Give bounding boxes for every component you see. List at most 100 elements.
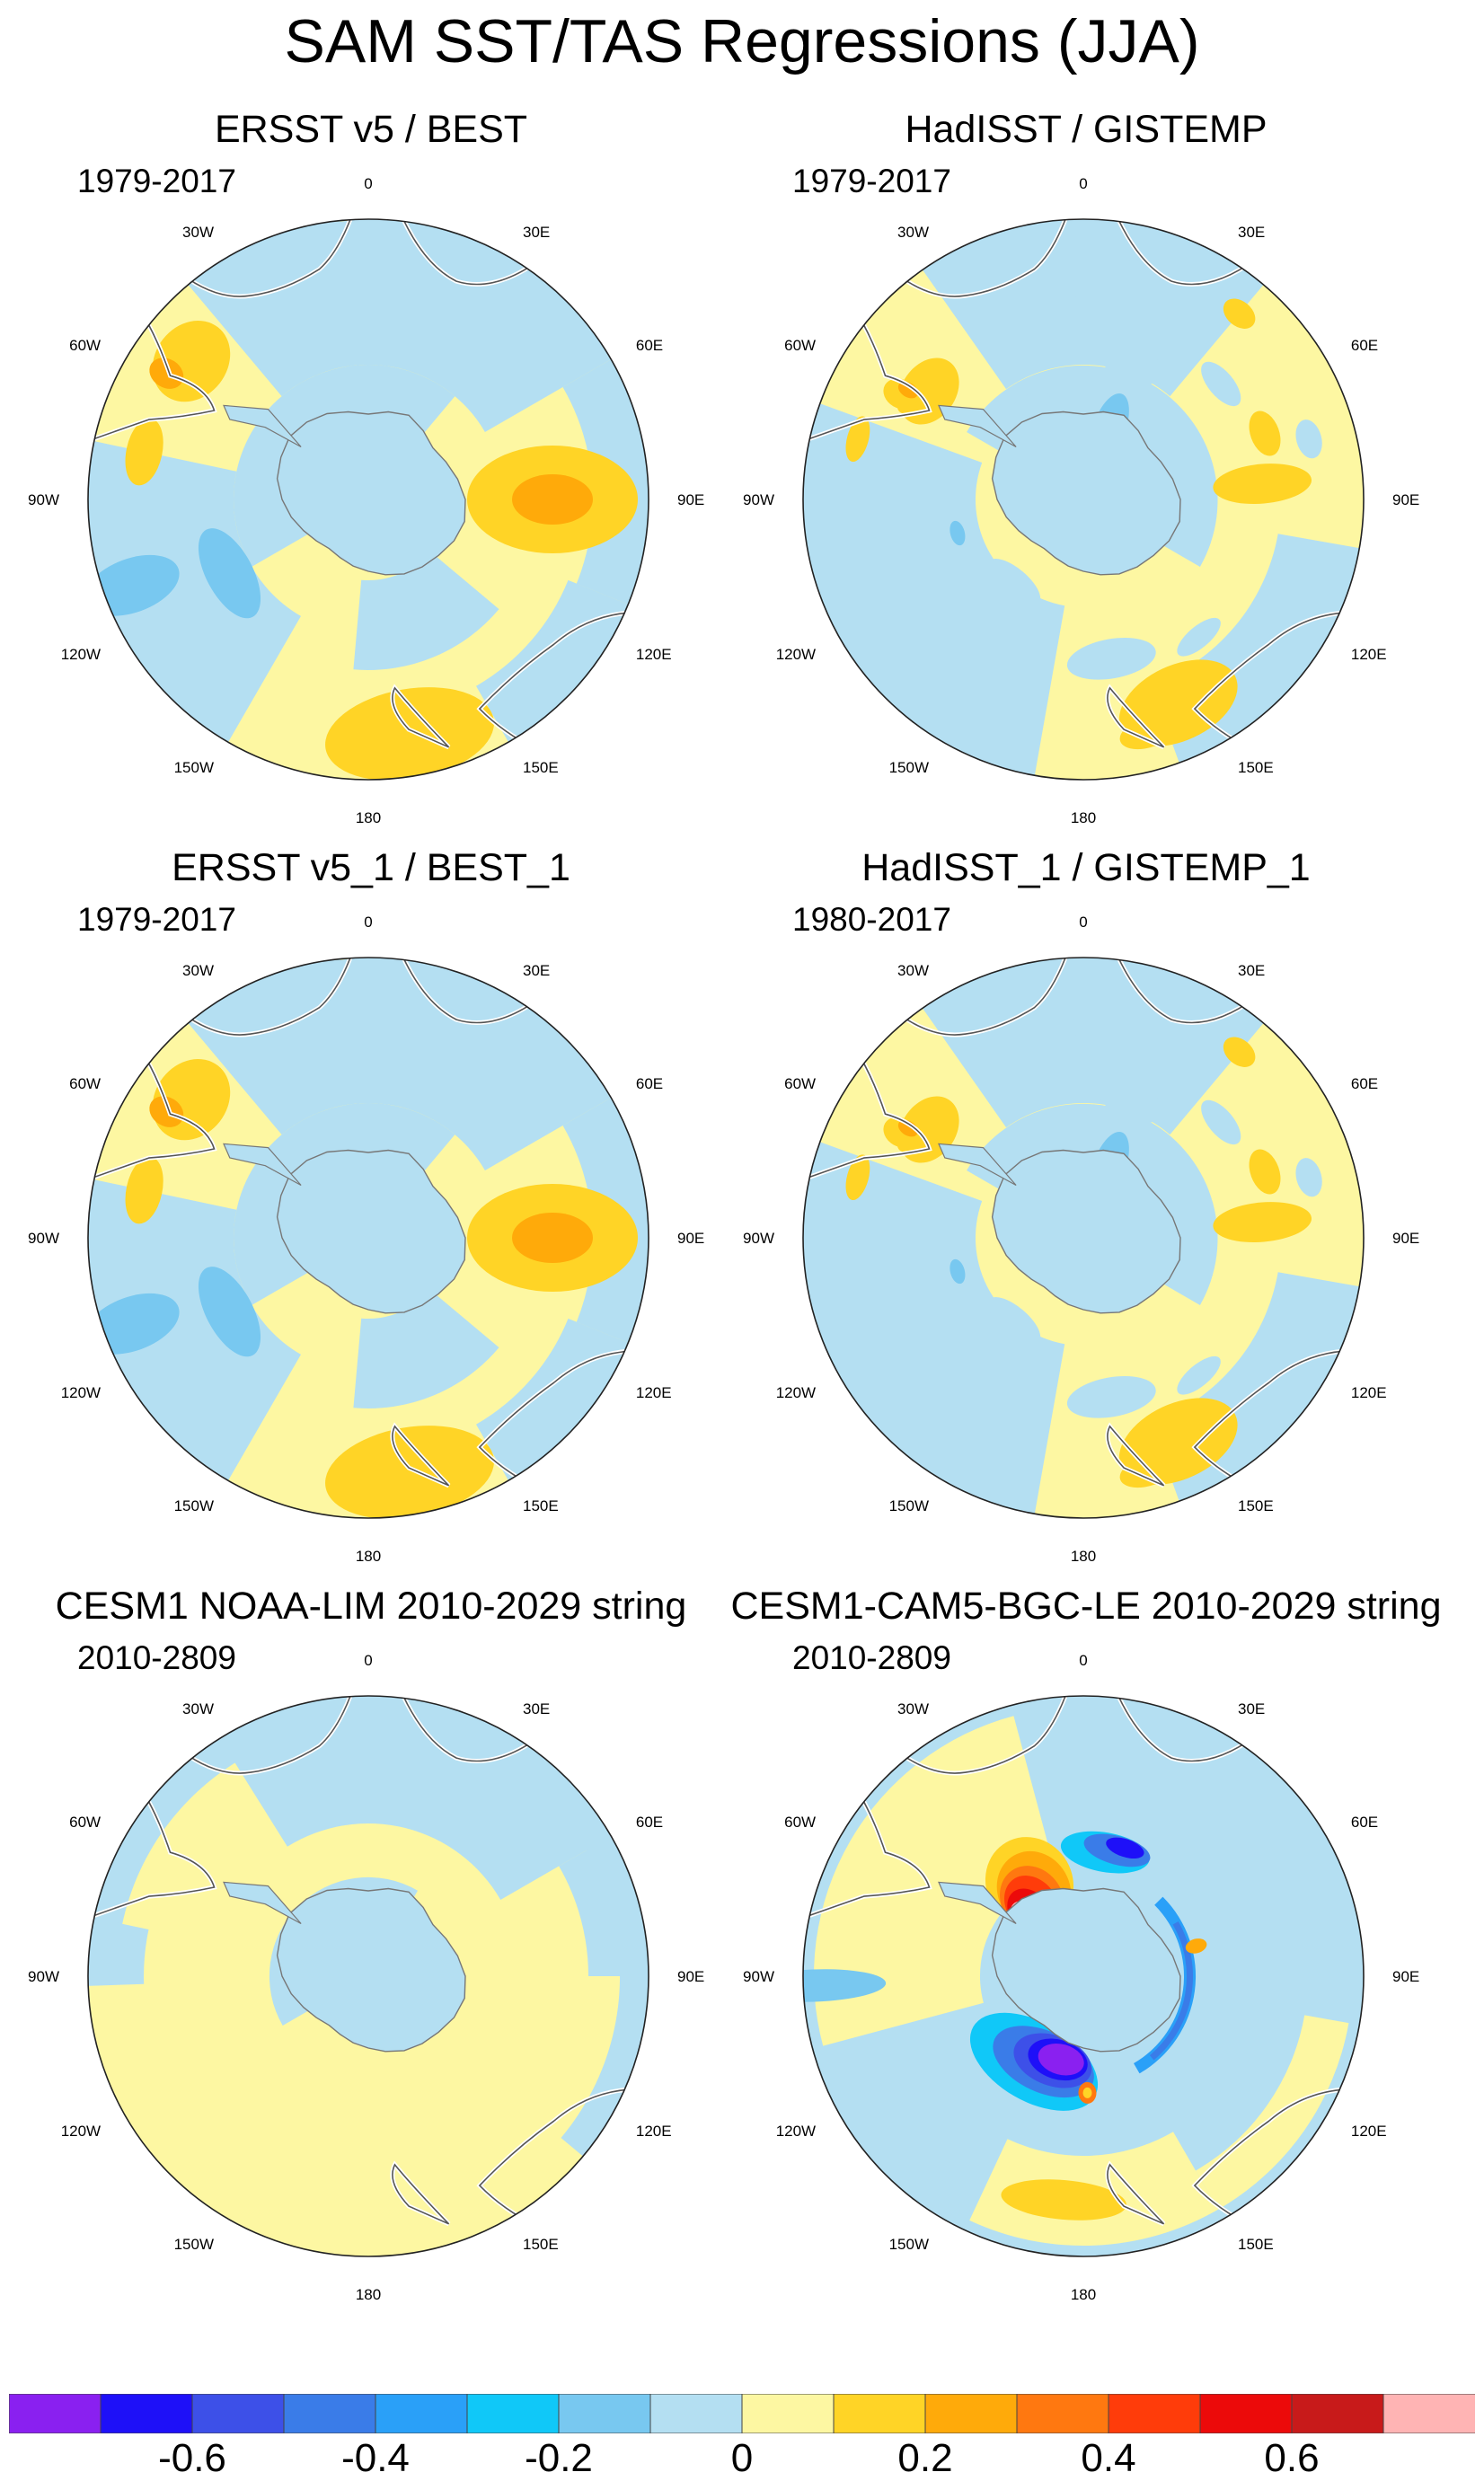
colorbar-tick-label: -0.6 xyxy=(158,2436,226,2480)
longitude-label: 150W xyxy=(174,1497,214,1514)
panel-title: HadISST / GISTEMP xyxy=(905,108,1268,151)
panel-period: 1979-2017 xyxy=(77,901,236,938)
longitude-label: 180 xyxy=(1071,1548,1096,1565)
longitude-label: 30E xyxy=(1238,224,1265,241)
map-border xyxy=(87,957,649,1519)
panel-period: 2010-2809 xyxy=(77,1639,236,1676)
longitude-label: 90E xyxy=(677,491,704,508)
map-border xyxy=(802,1695,1365,2257)
longitude-label: 0 xyxy=(364,175,372,192)
longitude-label: 90E xyxy=(1392,491,1419,508)
longitude-label: 120E xyxy=(636,2123,672,2140)
colorbar-swatch xyxy=(466,2394,560,2433)
longitude-label: 180 xyxy=(356,1548,381,1565)
longitude-label: 90E xyxy=(677,1230,704,1247)
colorbar-swatch xyxy=(1291,2394,1384,2433)
colorbar-swatch xyxy=(1382,2394,1475,2433)
figure-title: SAM SST/TAS Regressions (JJA) xyxy=(284,7,1200,75)
panel-period: 1979-2017 xyxy=(792,163,951,199)
longitude-label: 60E xyxy=(1351,337,1378,354)
longitude-label: 180 xyxy=(1071,2286,1096,2303)
longitude-label: 120E xyxy=(1351,646,1387,663)
longitude-label: 60E xyxy=(636,1075,663,1092)
panel-4: HadISST_1 / GISTEMP_1 0 30E 60E 90E 120E 150E… xyxy=(715,844,1457,1581)
polar-map: 0 30E 60E 90E 120E 150E 180 150W 120W 90W 60W 30W xyxy=(743,914,1419,1565)
longitude-label: 120W xyxy=(61,1384,101,1401)
longitude-label: 60E xyxy=(1351,1814,1378,1831)
longitude-label: 150W xyxy=(174,2236,214,2253)
panel-5: CESM1 NOAA-LIM 2010-2029 string 0 30E 60E 9… xyxy=(0,1583,742,2319)
panel-period: 2010-2809 xyxy=(792,1639,951,1676)
map-border xyxy=(802,957,1365,1519)
longitude-label: 60W xyxy=(69,337,101,354)
longitude-label: 60W xyxy=(784,1075,816,1092)
longitude-label: 0 xyxy=(1079,1652,1087,1669)
longitude-label: 150E xyxy=(1238,759,1274,776)
longitude-label: 120E xyxy=(636,1384,672,1401)
longitude-label: 60W xyxy=(784,337,816,354)
longitude-label: 180 xyxy=(1071,809,1096,826)
panel-title: ERSST v5_1 / BEST_1 xyxy=(172,846,570,889)
panel-2: HadISST / GISTEMP 0 30E 60E 90E 120E 150E 180 1… xyxy=(715,106,1457,843)
longitude-label: 30E xyxy=(1238,1700,1265,1717)
polar-map: 0 30E 60E 90E 120E 150E 180 150W 120W 90W 60W 30W xyxy=(28,1652,704,2303)
panel-title: HadISST_1 / GISTEMP_1 xyxy=(861,846,1311,889)
longitude-label: 90E xyxy=(1392,1230,1419,1247)
longitude-label: 120E xyxy=(1351,1384,1387,1401)
longitude-label: 120E xyxy=(636,646,672,663)
colorbar-swatch xyxy=(558,2394,651,2433)
longitude-label: 150E xyxy=(523,1497,559,1514)
colorbar-swatch xyxy=(191,2394,285,2433)
colorbar-swatch xyxy=(649,2394,743,2433)
longitude-label: 30E xyxy=(523,962,550,979)
longitude-label: 120W xyxy=(776,646,816,663)
longitude-label: 120W xyxy=(61,2123,101,2140)
longitude-label: 150W xyxy=(889,2236,929,2253)
colorbar-swatch xyxy=(375,2394,468,2433)
panel-6: CESM1-CAM5-BGC-LE 2010-2029 string 0 30E 6… xyxy=(715,1583,1457,2319)
field-shading xyxy=(803,958,1364,1518)
longitude-label: 30W xyxy=(182,962,214,979)
longitude-label: 0 xyxy=(364,914,372,931)
longitude-label: 90W xyxy=(743,1230,774,1247)
field-shading xyxy=(88,1696,649,2256)
colorbar-swatch xyxy=(1199,2394,1293,2433)
longitude-label: 150W xyxy=(889,1497,929,1514)
longitude-label: 0 xyxy=(364,1652,372,1669)
longitude-label: 30E xyxy=(523,224,550,241)
longitude-label: 30W xyxy=(182,224,214,241)
colorbar-swatch xyxy=(9,2394,102,2433)
colorbar-swatch xyxy=(1108,2394,1201,2433)
colorbar-swatch xyxy=(833,2394,926,2433)
panel-period: 1979-2017 xyxy=(77,163,236,199)
longitude-label: 0 xyxy=(1079,175,1087,192)
longitude-label: 120W xyxy=(776,1384,816,1401)
polar-map: 0 30E 60E 90E 120E 150E 180 150W 120W 90W 60W 30W xyxy=(28,175,704,826)
longitude-label: 30E xyxy=(1238,962,1265,979)
longitude-label: 30E xyxy=(523,1700,550,1717)
longitude-label: 150E xyxy=(1238,1497,1274,1514)
longitude-label: 90W xyxy=(28,1230,59,1247)
colorbar-swatch xyxy=(1016,2394,1109,2433)
panel-1: ERSST v5 / BEST 0 30E 60E 90E 120E 150E 180 150… xyxy=(0,106,742,843)
colorbar-swatch xyxy=(741,2394,835,2433)
longitude-label: 120W xyxy=(776,2123,816,2140)
colorbar xyxy=(9,2394,1475,2433)
colorbar-swatch xyxy=(924,2394,1018,2433)
longitude-label: 60E xyxy=(636,337,663,354)
longitude-label: 150W xyxy=(174,759,214,776)
longitude-label: 90W xyxy=(743,1968,774,1985)
map-border xyxy=(802,218,1365,781)
longitude-label: 90E xyxy=(677,1968,704,1985)
longitude-label: 30W xyxy=(897,224,929,241)
colorbar-tick-label: 0.4 xyxy=(1081,2436,1136,2480)
colorbar-swatch xyxy=(283,2394,376,2433)
longitude-label: 120W xyxy=(61,646,101,663)
longitude-label: 30W xyxy=(182,1700,214,1717)
colorbar-tick-label: -0.4 xyxy=(341,2436,410,2480)
longitude-label: 60E xyxy=(1351,1075,1378,1092)
longitude-label: 60E xyxy=(636,1814,663,1831)
colorbar-labels: -0.6 -0.4 -0.2 0 0.2 0.4 0.6 xyxy=(0,2436,1484,2481)
panel-title: CESM1-CAM5-BGC-LE 2010-2029 string xyxy=(730,1585,1442,1628)
polar-map: 0 30E 60E 90E 120E 150E 180 150W 120W 90W 60W 30W xyxy=(28,914,704,1565)
